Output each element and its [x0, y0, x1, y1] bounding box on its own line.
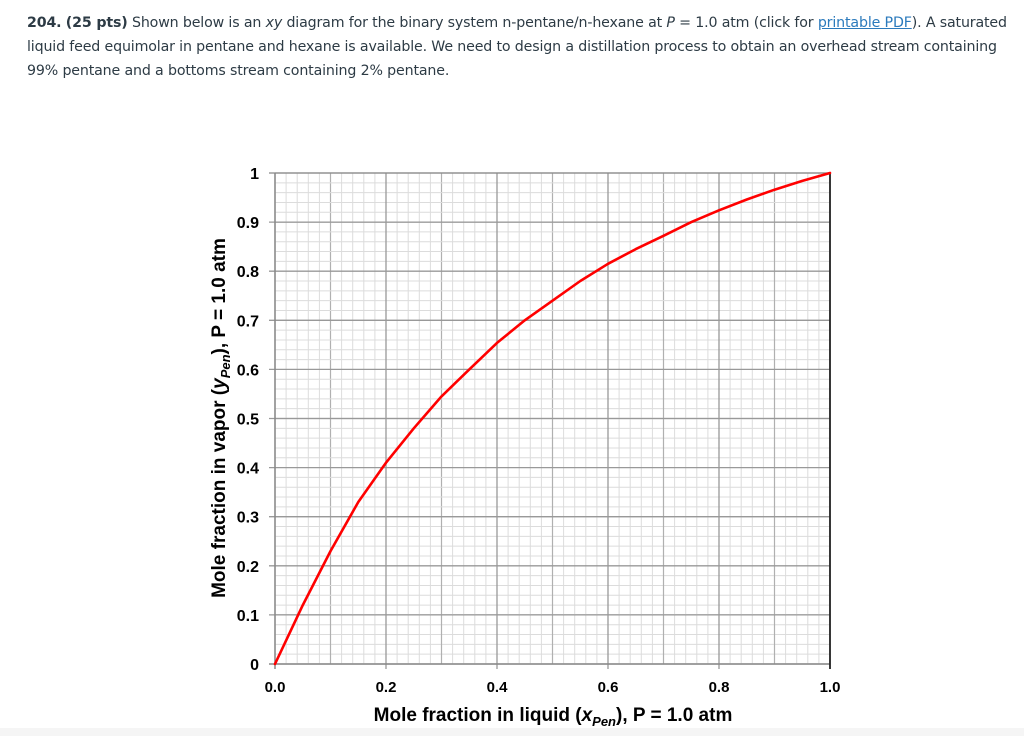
y-tick-label: 0.9: [237, 215, 259, 232]
axes: [269, 172, 831, 669]
footer-band: [0, 728, 1024, 736]
x-tick-label: 0.2: [376, 679, 397, 696]
y-tick-label: 0.6: [237, 362, 259, 379]
question-points: (25 pts): [65, 15, 128, 31]
x-tick-label: 1.0: [820, 679, 841, 696]
x-axis-label: Mole fraction in liquid (xPen), P = 1.0 …: [374, 705, 733, 729]
tick-labels: 0.0 0.2 0.4 0.6 0.8 1.0 0 0.1 0.2 0.3 0.4 0.5 0.6 0.7…: [237, 166, 841, 696]
y-tick-label: 0.1: [237, 608, 259, 625]
y-tick-label: 0.3: [237, 510, 259, 527]
question-text-part: diagram for the binary system n-pentane/…: [282, 15, 667, 31]
x-tick-label: 0.0: [265, 679, 286, 696]
question-text-part: ). A saturated liquid feed equimolar in …: [27, 15, 1007, 79]
x-tick-label: 0.8: [709, 679, 730, 696]
question-text-xy: xy: [265, 15, 283, 31]
question-number: 204.: [27, 15, 62, 31]
question-text-part: = 1.0 atm (click for: [674, 15, 818, 31]
y-tick-label: 0.5: [237, 412, 259, 429]
equilibrium-curve: [273, 171, 832, 666]
x-tick-label: 0.6: [598, 679, 619, 696]
y-tick-label: 0.7: [237, 313, 259, 330]
y-tick-label: 0: [250, 657, 259, 674]
y-tick-label: 0.8: [237, 264, 259, 281]
y-tick-label: 0.2: [237, 559, 259, 576]
y-axis-label: Mole fraction in vapor (yPen), P = 1.0 a…: [209, 238, 233, 598]
question-text: 204. (25 pts) Shown below is an xy diagr…: [27, 11, 1012, 83]
y-tick-label: 0.4: [237, 461, 259, 478]
question-text-p: P: [666, 15, 675, 31]
y-tick-label: 1: [250, 166, 259, 183]
printable-pdf-link[interactable]: printable PDF: [817, 15, 912, 31]
x-tick-label: 0.4: [487, 679, 509, 696]
question-text-part: Shown below is an: [127, 15, 266, 31]
grid-major: [269, 173, 830, 669]
